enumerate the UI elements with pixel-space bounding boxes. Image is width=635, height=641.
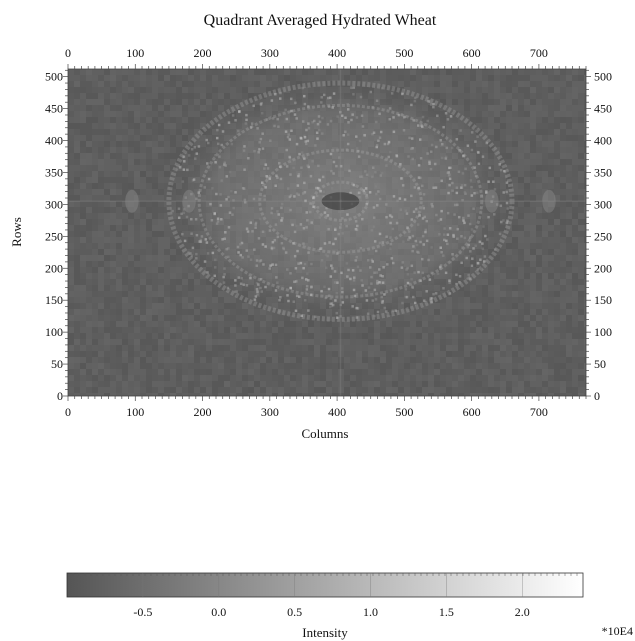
y-tick-label: 150 [45,293,63,307]
x-axis-label: Columns [302,426,349,441]
y-tick-label: 250 [594,229,612,243]
y-tick-label: 500 [594,70,612,84]
x-tick-label: 400 [328,46,346,60]
colorbar-tick-label: 0.5 [287,605,302,619]
colorbar-multiplier: *10E4 [602,624,633,638]
x-axis-top: 0 100 200 300 400 500 600 700 [65,46,587,69]
colorbar-gradient [66,572,584,598]
x-tick-label: 100 [126,46,144,60]
y-tick-label: 350 [594,165,612,179]
y-tick-label: 250 [45,229,63,243]
colorbar-minor-ticks [72,573,578,576]
y-tick-label: 400 [594,134,612,148]
y-tick-label: 400 [45,134,63,148]
colorbar-tick-label: -0.5 [133,605,152,619]
x-tick-label: 0 [65,405,71,419]
y-axis-right: 0 50 100 150 200 250 300 350 400 450 500 [586,70,612,403]
y-tick-label: 50 [51,357,63,371]
x-tick-label: 300 [261,405,279,419]
y-tick-label: 50 [594,357,606,371]
x-tick-label: 200 [194,46,212,60]
x-tick-label: 100 [126,405,144,419]
y-axis-label: Rows [9,217,24,247]
colorbar-tick-label: 2.0 [515,605,530,619]
x-tick-label: 500 [395,405,413,419]
diffraction-pattern [68,69,586,396]
y-tick-label: 100 [45,325,63,339]
y-tick-label: 450 [594,102,612,116]
y-tick-label: 150 [594,293,612,307]
y-axis-left: 0 50 100 150 200 250 300 350 400 450 500 [45,70,68,403]
y-tick-label: 0 [594,389,600,403]
y-tick-label: 300 [45,197,63,211]
x-tick-label: 500 [395,46,413,60]
heatmap-plot-area [68,69,586,396]
x-tick-label: 400 [328,405,346,419]
colorbar-ticks: -0.5 0.0 0.5 1.0 1.5 2.0 [133,573,530,619]
x-tick-label: 700 [530,405,548,419]
x-tick-label: 700 [530,46,548,60]
x-tick-label: 200 [194,405,212,419]
x-axis-bottom: 0 100 200 300 400 500 600 700 [65,396,587,419]
y-tick-label: 350 [45,165,63,179]
x-tick-label: 600 [463,405,481,419]
colorbar-tick-label: 1.5 [439,605,454,619]
y-tick-label: 450 [45,102,63,116]
colorbar: -0.5 0.0 0.5 1.0 1.5 2.0 Intensity *10E4 [66,572,633,640]
y-tick-label: 0 [57,389,63,403]
x-tick-label: 0 [65,46,71,60]
colorbar-label: Intensity [302,625,348,640]
colorbar-tick-label: 1.0 [363,605,378,619]
y-tick-label: 200 [45,261,63,275]
x-tick-label: 300 [261,46,279,60]
chart-title: Quadrant Averaged Hydrated Wheat [204,12,437,29]
colorbar-tick-label: 0.0 [211,605,226,619]
plot-frame [67,68,587,397]
y-tick-label: 200 [594,261,612,275]
y-tick-label: 500 [45,70,63,84]
y-tick-label: 300 [594,197,612,211]
y-tick-label: 100 [594,325,612,339]
x-tick-label: 600 [463,46,481,60]
